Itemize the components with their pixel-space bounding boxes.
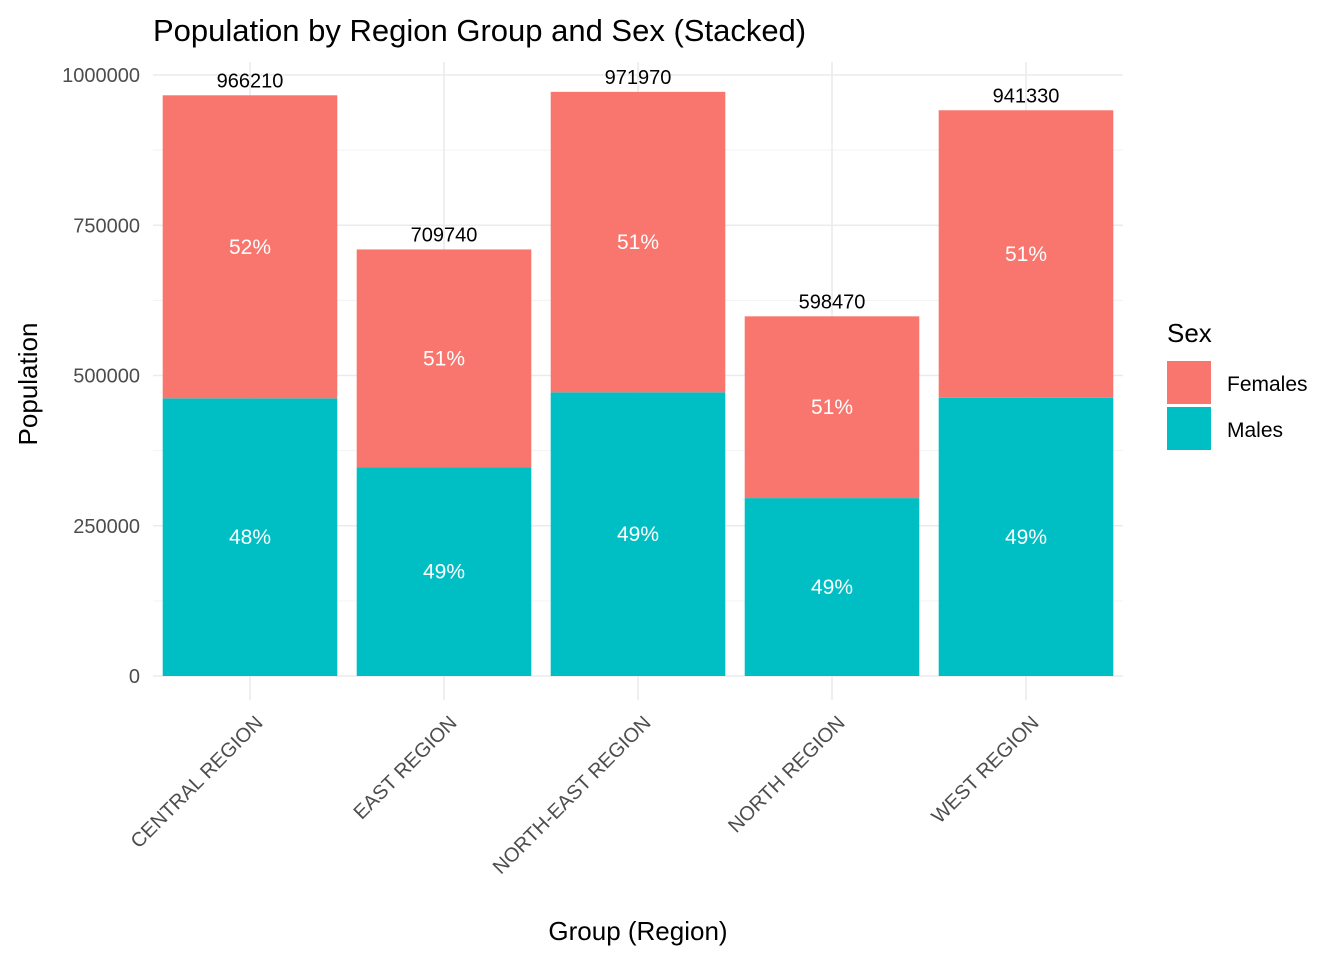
x-axis-title: Group (Region) (548, 916, 727, 946)
total-label: 598470 (799, 291, 866, 313)
x-tick-label: EAST REGION (350, 712, 462, 824)
bar-females (162, 95, 338, 399)
x-tick-label: WEST REGION (928, 712, 1044, 828)
bar-females (356, 249, 532, 468)
bar-females (550, 91, 726, 393)
percent-label: 51% (617, 231, 659, 254)
total-label: 966210 (217, 70, 284, 92)
bar-males (938, 397, 1114, 676)
y-tick-label: 1000000 (62, 65, 140, 87)
y-tick-label: 750000 (73, 215, 140, 237)
total-label: 941330 (993, 85, 1060, 107)
percent-label: 49% (423, 561, 465, 584)
legend-key-females (1167, 361, 1211, 404)
legend-title: Sex (1167, 318, 1212, 348)
percent-label: 49% (1005, 526, 1047, 549)
bar-females (744, 316, 920, 499)
bar-males (356, 467, 532, 676)
chart-title: Population by Region Group and Sex (Stac… (153, 13, 806, 48)
percent-label: 51% (811, 396, 853, 419)
bars (162, 91, 1114, 676)
legend-label: Females (1227, 373, 1308, 396)
y-tick-label: 250000 (73, 516, 140, 538)
bar-males (162, 398, 338, 676)
legend-label: Males (1227, 419, 1283, 442)
percent-label: 48% (229, 526, 271, 549)
y-axis-title: Population (13, 323, 43, 446)
total-label: 709740 (411, 224, 478, 246)
percent-label: 51% (423, 347, 465, 370)
x-tick-label: NORTH-EAST REGION (489, 712, 656, 879)
bar-females (938, 110, 1114, 398)
y-tick-label: 0 (129, 666, 140, 688)
bar-males (744, 498, 920, 676)
bar-males (550, 392, 726, 676)
total-label: 971970 (605, 67, 672, 89)
percent-label: 51% (1005, 243, 1047, 266)
legend-key-males (1167, 407, 1211, 450)
percent-label: 52% (229, 236, 271, 259)
percent-label: 49% (617, 523, 659, 546)
x-tick-label: CENTRAL REGION (127, 712, 268, 853)
y-tick-label: 500000 (73, 366, 140, 388)
data-labels: 48% 52% 966210 49% 51% 709740 49% 51% 971970 49% 5… (217, 67, 1060, 599)
percent-label: 49% (811, 576, 853, 599)
x-tick-label: NORTH REGION (724, 712, 849, 837)
legend: Sex Females Males (1167, 318, 1308, 450)
